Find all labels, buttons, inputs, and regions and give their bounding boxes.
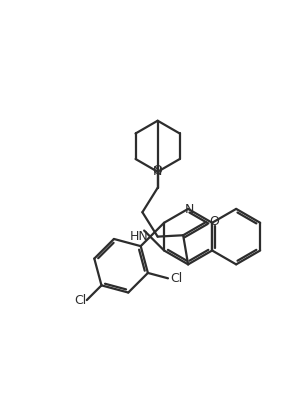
Text: N: N: [153, 165, 162, 178]
Text: Cl: Cl: [171, 272, 183, 285]
Text: HN: HN: [130, 230, 149, 243]
Text: O: O: [153, 164, 163, 177]
Text: N: N: [184, 203, 194, 216]
Text: Cl: Cl: [74, 294, 87, 307]
Text: O: O: [209, 214, 219, 228]
